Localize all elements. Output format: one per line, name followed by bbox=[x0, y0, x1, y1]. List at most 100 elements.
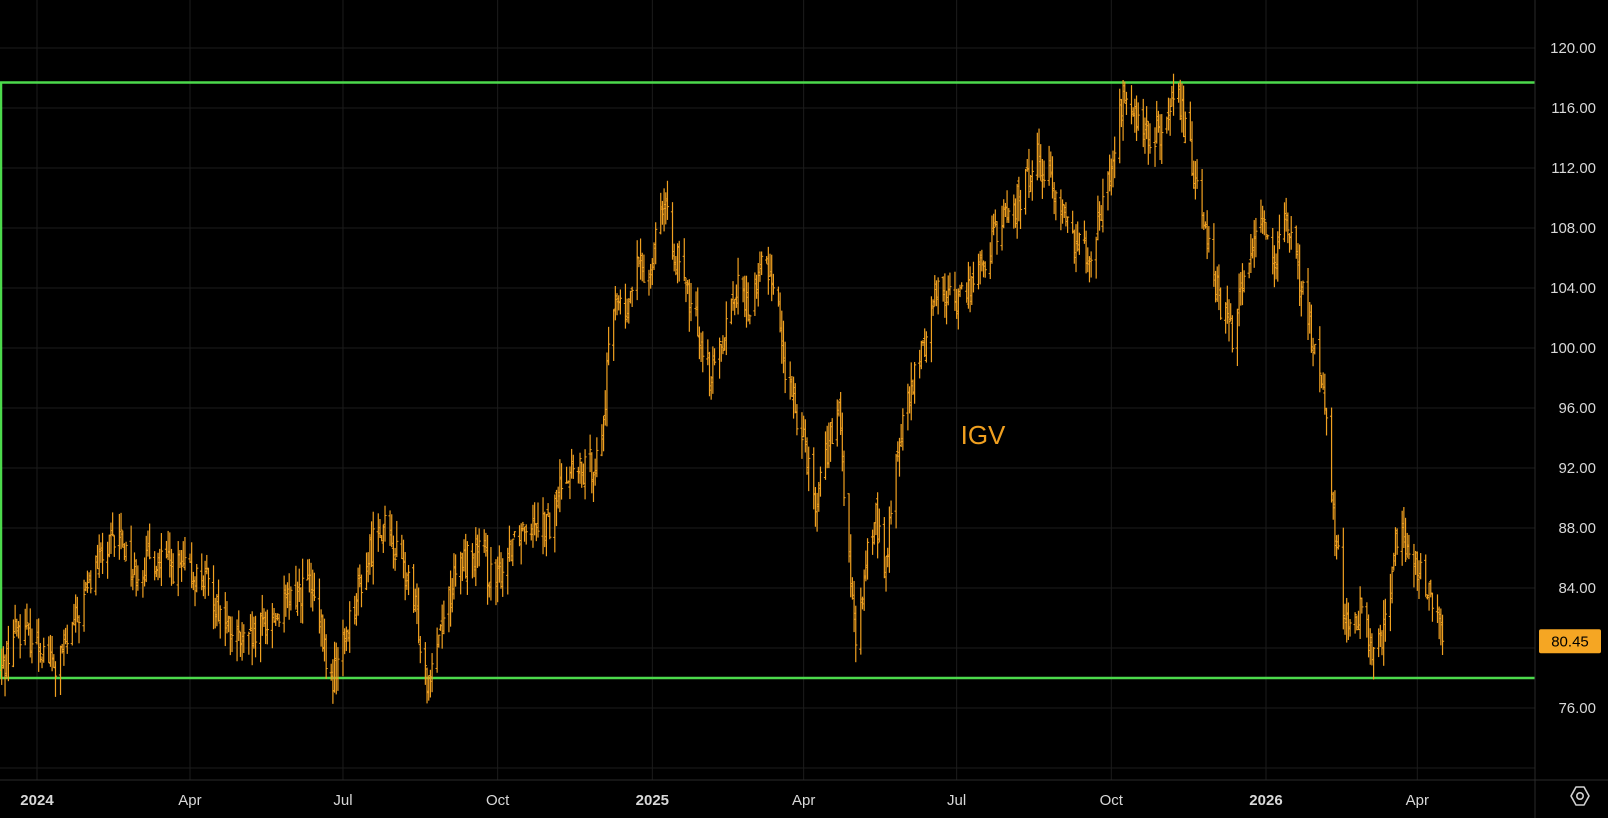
ohlc-bar bbox=[512, 531, 517, 538]
ohlc-bar bbox=[82, 579, 86, 632]
ohlc-bar bbox=[477, 528, 481, 567]
ohlc-bar bbox=[783, 341, 787, 394]
ohlc-bar bbox=[901, 408, 905, 451]
ohlc-bar bbox=[607, 326, 611, 366]
ohlc-bar bbox=[766, 246, 770, 295]
ohlc-bar bbox=[748, 314, 752, 325]
trend-lines bbox=[0, 81, 1535, 680]
ohlc-bar bbox=[395, 520, 399, 558]
ohlc-bar bbox=[618, 289, 622, 315]
ohlc-bar bbox=[1101, 178, 1105, 233]
price-tick-label: 108.00 bbox=[1550, 220, 1596, 237]
ohlc-bar bbox=[877, 508, 881, 543]
ohlc-bar bbox=[85, 570, 90, 593]
ohlc-bar bbox=[1301, 280, 1305, 295]
settings-icon bbox=[1570, 786, 1590, 806]
ohlc-bar bbox=[1094, 236, 1098, 279]
ohlc-bar bbox=[1227, 299, 1231, 342]
price-tick-label: 76.00 bbox=[1558, 700, 1596, 717]
ohlc-bar bbox=[1329, 407, 1334, 503]
ohlc-bar bbox=[1129, 85, 1134, 125]
ohlc-bar bbox=[1318, 326, 1322, 393]
ohlc-bar bbox=[583, 449, 587, 500]
ohlc-bar bbox=[511, 538, 515, 567]
ohlc-bar bbox=[1371, 646, 1376, 680]
ohlc-bar bbox=[435, 627, 439, 673]
ohlc-bar bbox=[1153, 127, 1157, 167]
ohlc-bar bbox=[253, 615, 258, 658]
ohlc-bar bbox=[830, 418, 834, 445]
ohlc-bar bbox=[1390, 566, 1394, 604]
symbol-label: IGV bbox=[961, 420, 1006, 450]
chart-grid bbox=[0, 0, 1535, 780]
ohlc-bar bbox=[1124, 91, 1129, 115]
ohlc-bar bbox=[1195, 159, 1199, 189]
ohlc-bar bbox=[423, 642, 427, 685]
ohlc-bar bbox=[971, 261, 976, 293]
ohlc-bar bbox=[230, 616, 234, 653]
ohlc-bar bbox=[183, 536, 187, 571]
price-tick-label: 112.00 bbox=[1551, 160, 1596, 177]
ohlc-bar bbox=[842, 450, 846, 507]
ohlc-bar bbox=[760, 251, 764, 276]
ohlc-bar bbox=[536, 502, 540, 538]
ohlc-bar bbox=[124, 541, 128, 562]
ohlc-bar bbox=[995, 221, 999, 255]
ohlc-bar bbox=[931, 299, 935, 316]
ohlc-bar bbox=[1383, 598, 1387, 642]
ohlc-bar bbox=[111, 512, 115, 536]
ohlc-bar bbox=[247, 631, 251, 655]
ohlc-bar bbox=[1336, 534, 1340, 550]
chart-settings-button[interactable] bbox=[1566, 782, 1594, 810]
ohlc-bar bbox=[1042, 160, 1046, 188]
ohlc-bar bbox=[77, 615, 81, 644]
ohlc-bar bbox=[665, 180, 670, 220]
ohlc-bar bbox=[301, 558, 305, 624]
ohlc-bar bbox=[913, 361, 917, 404]
ohlc-bar bbox=[89, 570, 93, 594]
ohlc-bar bbox=[992, 213, 996, 236]
ohlc-bar bbox=[136, 565, 140, 591]
ohlc-bar bbox=[312, 572, 316, 602]
ohlc-bar bbox=[218, 605, 222, 639]
ohlc-bar bbox=[1348, 619, 1352, 637]
ohlc-bar bbox=[1168, 98, 1172, 136]
ohlc-bar bbox=[677, 240, 681, 282]
ohlc-bar bbox=[1286, 212, 1290, 244]
ohlc-bar bbox=[38, 642, 42, 663]
ohlc-bar bbox=[11, 619, 16, 668]
ohlc-bar bbox=[1207, 226, 1211, 253]
ohlc-bar bbox=[854, 605, 858, 663]
price-tick-label: 96.00 bbox=[1558, 400, 1596, 417]
time-tick-label: Oct bbox=[486, 792, 510, 809]
ohlc-bar bbox=[654, 222, 658, 265]
ohlc-bar bbox=[42, 637, 46, 663]
ohlc-bar bbox=[1430, 592, 1435, 622]
ohlc-bar bbox=[889, 500, 893, 525]
ohlc-bar bbox=[1419, 553, 1423, 580]
ohlc-bar bbox=[1277, 214, 1282, 250]
ohlc-bar bbox=[736, 257, 740, 315]
ohlc-bar bbox=[818, 466, 823, 497]
time-tick-label: 2024 bbox=[20, 792, 54, 809]
price-tick-label: 104.00 bbox=[1550, 280, 1596, 297]
ohlc-bar bbox=[393, 547, 397, 571]
price-tick-label: 116.00 bbox=[1551, 100, 1596, 117]
ohlc-bar bbox=[25, 603, 29, 630]
ohlc-bar bbox=[324, 634, 328, 679]
ohlc-bar bbox=[1230, 315, 1234, 353]
ohlc-bar bbox=[521, 521, 525, 532]
ohlc-bar bbox=[983, 261, 987, 278]
time-axis[interactable]: 2024 Apr Jul Oct 2025 Apr Jul Oct 2026 Apr bbox=[20, 792, 1429, 809]
ohlc-bar bbox=[559, 463, 564, 500]
price-tick-label: 84.00 bbox=[1558, 580, 1596, 597]
last-price-badge: 80.45 bbox=[1539, 629, 1601, 654]
price-axis[interactable]: 76.0080.0084.0088.0092.0096.00100.00104.… bbox=[1550, 40, 1596, 717]
time-tick-label: 2025 bbox=[636, 792, 669, 809]
ohlc-bar bbox=[924, 331, 928, 363]
ohlc-bar bbox=[100, 532, 105, 575]
ohlc-bar bbox=[1353, 612, 1357, 634]
ohlc-bar bbox=[1007, 207, 1011, 223]
ohlc-bar bbox=[206, 567, 211, 596]
